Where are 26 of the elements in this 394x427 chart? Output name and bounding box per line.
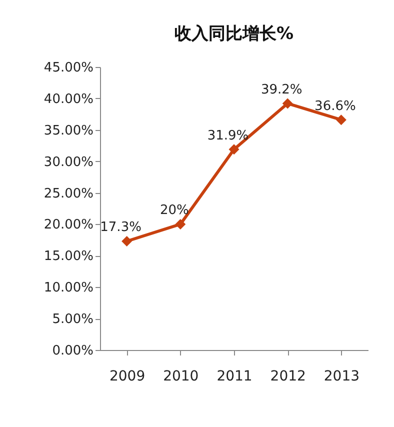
data-label: 39.2% (260, 82, 302, 98)
y-tick-label: 15.00% (44, 249, 94, 264)
x-tick-label: 2011 (216, 368, 252, 384)
x-tick-label: 2009 (109, 368, 146, 384)
y-tick-label: 35.00% (44, 123, 94, 138)
point (228, 144, 240, 155)
y-tick-label: 20.00% (44, 218, 94, 233)
x-tick-label: 2012 (270, 368, 306, 384)
y-tick-label: 25.00% (44, 186, 94, 202)
point (122, 236, 132, 246)
data-label: 20% (160, 203, 189, 218)
x-tick-label: 2010 (163, 368, 199, 384)
point (336, 114, 346, 126)
y-tick-label: 5.00% (52, 312, 94, 328)
y-tick-label: 40.00% (44, 92, 94, 107)
point (175, 218, 186, 230)
y-tick-label: 30.00% (44, 154, 94, 170)
data-label: 17.3% (100, 220, 142, 236)
data-label: 31.9% (207, 128, 249, 144)
y-tick-label: 0.00% (52, 344, 94, 358)
data-label: 36.6% (314, 98, 356, 114)
point (282, 98, 293, 109)
y-tick-label: 10.00% (44, 280, 94, 296)
chart-title: 收入同比增长% (174, 24, 294, 44)
y-tick-label: 45.00% (44, 60, 94, 76)
x-tick-label: 2013 (324, 368, 360, 384)
